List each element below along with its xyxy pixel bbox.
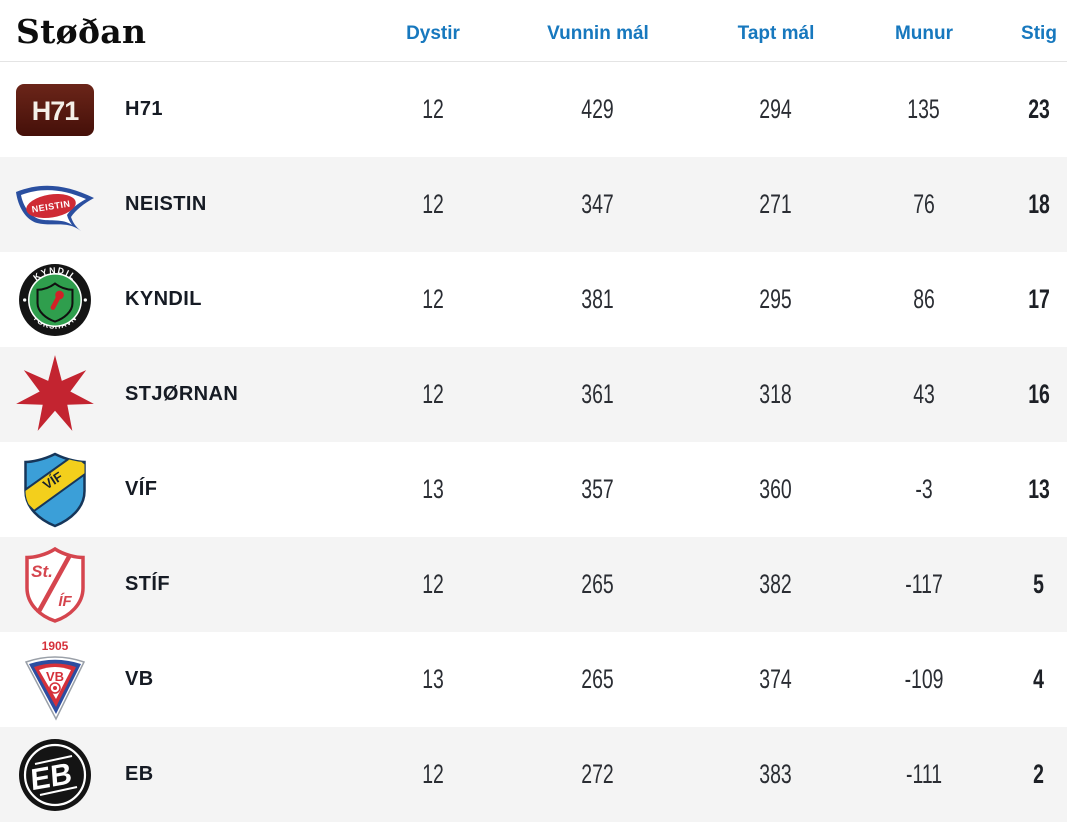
value-dystir: 12 xyxy=(422,379,444,409)
value-stig: 17 xyxy=(1028,284,1050,314)
team-logo-cell: H71 xyxy=(0,62,110,157)
team-name: EB xyxy=(125,763,154,785)
value-tapt-mal: 383 xyxy=(759,759,793,789)
neistin-logo-icon: NEISTIN xyxy=(16,185,94,231)
team-logo-cell: 1905 VB xyxy=(0,632,110,727)
value-munur: 76 xyxy=(913,189,935,219)
svg-text:1905: 1905 xyxy=(42,639,69,653)
value-dystir: 13 xyxy=(422,474,444,504)
value-dystir: 13 xyxy=(422,664,444,694)
team-logo-cell: KYNDIL TÓRSHAVN xyxy=(0,252,110,347)
team-logo-cell: EB xyxy=(0,727,110,822)
column-header-munur: Munur xyxy=(894,22,954,44)
value-tapt-mal: 294 xyxy=(759,94,793,124)
svg-text:VB: VB xyxy=(46,669,64,684)
value-munur: 86 xyxy=(913,284,935,314)
value-vunnin-mal: 361 xyxy=(581,379,615,409)
column-header-tapt-mal: Tapt mál xyxy=(737,22,815,44)
team-name: STJØRNAN xyxy=(125,383,239,405)
value-dystir: 12 xyxy=(422,569,444,599)
column-header-dystir: Dystir xyxy=(406,22,460,44)
column-header-stig: Stig xyxy=(1021,22,1057,44)
kyndil-logo-icon: KYNDIL TÓRSHAVN xyxy=(19,263,91,336)
value-stig: 5 xyxy=(1033,569,1045,599)
value-munur: 135 xyxy=(907,94,941,124)
value-stig: 4 xyxy=(1033,664,1045,694)
value-dystir: 12 xyxy=(422,94,444,124)
team-logo-cell: NEISTIN xyxy=(0,157,110,252)
team-name: NEISTIN xyxy=(125,193,207,215)
value-vunnin-mal: 265 xyxy=(581,664,615,694)
team-logo-cell: St. ÍF xyxy=(0,537,110,632)
value-stig: 23 xyxy=(1028,94,1050,124)
value-tapt-mal: 318 xyxy=(759,379,793,409)
svg-text:H71: H71 xyxy=(32,96,80,126)
value-stig: 13 xyxy=(1028,474,1050,504)
value-dystir: 12 xyxy=(422,189,444,219)
value-tapt-mal: 360 xyxy=(759,474,793,504)
value-stig: 18 xyxy=(1028,189,1050,219)
vb-logo-icon: 1905 VB xyxy=(24,639,86,721)
value-munur: -117 xyxy=(905,569,943,599)
table-row-stjornan: STJØRNAN 12 361 318 43 16 xyxy=(0,347,1067,442)
value-stig: 2 xyxy=(1033,759,1045,789)
table-row-stif: St. ÍF STÍF 12 265 382 -117 5 xyxy=(0,537,1067,632)
value-vunnin-mal: 357 xyxy=(581,474,615,504)
eb-logo-icon: EB xyxy=(19,738,91,811)
team-logo-cell: VÍF xyxy=(0,442,110,537)
value-munur: -3 xyxy=(915,474,933,504)
value-vunnin-mal: 347 xyxy=(581,189,615,219)
value-tapt-mal: 374 xyxy=(759,664,793,694)
value-munur: -109 xyxy=(904,664,944,694)
team-name: VB xyxy=(125,668,154,690)
team-name: VÍF xyxy=(125,478,158,500)
svg-text:St.: St. xyxy=(31,562,53,581)
value-vunnin-mal: 429 xyxy=(581,94,615,124)
value-tapt-mal: 295 xyxy=(759,284,793,314)
table-body: H71 H71 12 429 294 135 23 NEISTIN xyxy=(0,62,1067,822)
table-row-vb: 1905 VB VB 13 265 374 -109 4 xyxy=(0,632,1067,727)
svg-text:EB: EB xyxy=(30,757,73,797)
table-row-kyndil: KYNDIL TÓRSHAVN KYNDIL 12 381 295 86 xyxy=(0,252,1067,347)
table-row-vif: VÍF VÍF 13 357 360 -3 13 xyxy=(0,442,1067,537)
value-stig: 16 xyxy=(1028,379,1050,409)
table-row-neistin: NEISTIN NEISTIN 12 347 271 76 18 xyxy=(0,157,1067,252)
page-title: Støðan xyxy=(16,12,147,51)
table-row-h71: H71 H71 12 429 294 135 23 xyxy=(0,62,1067,157)
value-tapt-mal: 382 xyxy=(759,569,793,599)
table-row-eb: EB EB 12 272 383 -111 2 xyxy=(0,727,1067,822)
value-munur: -111 xyxy=(905,759,943,789)
value-dystir: 12 xyxy=(422,759,444,789)
value-vunnin-mal: 272 xyxy=(581,759,615,789)
column-header-vunnin-mal: Vunnin mál xyxy=(547,22,649,44)
svg-text:ÍF: ÍF xyxy=(58,593,72,610)
value-tapt-mal: 271 xyxy=(759,189,793,219)
team-logo-cell xyxy=(0,347,110,442)
h71-logo-icon: H71 xyxy=(16,83,94,136)
value-munur: 43 xyxy=(913,379,935,409)
table-header: Støðan Dystir Vunnin mál Tapt mál Munur … xyxy=(0,0,1067,62)
stif-shield-logo-icon: St. ÍF xyxy=(25,546,85,623)
team-name: H71 xyxy=(125,98,163,120)
value-vunnin-mal: 265 xyxy=(581,569,615,599)
value-dystir: 12 xyxy=(422,284,444,314)
team-name: KYNDIL xyxy=(125,288,202,310)
stjornan-star-logo-icon xyxy=(16,354,94,431)
value-vunnin-mal: 381 xyxy=(581,284,615,314)
team-name: STÍF xyxy=(125,573,170,595)
vif-shield-logo-icon: VÍF xyxy=(24,452,86,527)
